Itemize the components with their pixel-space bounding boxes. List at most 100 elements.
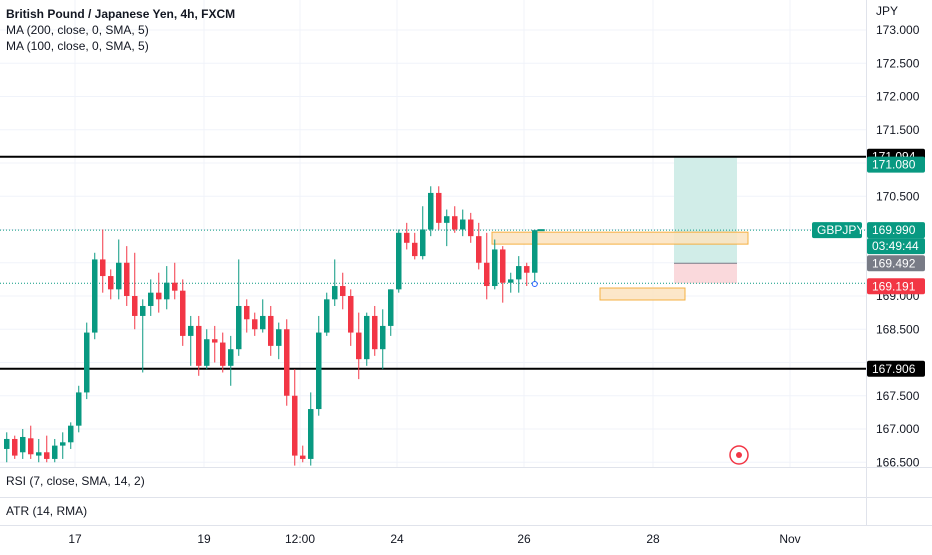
candle-42 [340,272,346,310]
candle-23 [188,315,194,366]
rsi-pane-label[interactable]: RSI (7, close, SMA, 14, 2) [6,474,145,488]
candle-47 [380,309,386,370]
candle-48 [388,289,394,336]
price-tick-3: 171.500 [876,123,920,137]
candle-body [412,242,418,257]
support-price-tag: 167.906 [867,360,925,377]
candle-body [404,232,410,243]
candle-24 [196,315,202,376]
candle-18 [148,279,154,316]
candle-6 [52,438,58,463]
time-label-2: 12:00 [285,532,315,546]
chart-legend[interactable]: British Pound / Japanese Yen, 4h, FXCM M… [6,6,235,54]
candle-body [444,216,450,223]
candle-body [308,409,314,459]
candle-body [484,262,490,287]
ma200-label[interactable]: MA (200, close, 0, SMA, 5) [6,23,149,37]
candle-body [268,315,274,346]
candle-14 [116,239,122,300]
candle-13 [108,269,114,300]
candle-body [124,262,130,296]
candle-54 [436,186,442,230]
candle-body [508,279,514,283]
candle-1 [12,435,18,459]
candle-body [468,219,474,237]
time-label-3: 24 [390,532,404,546]
candle-40 [324,292,330,336]
candle-45 [364,312,370,366]
symbol-name-tag: GBPJPY [812,222,864,239]
candle-8 [68,422,74,449]
candle-body [180,290,186,336]
support-price-tag-bg [867,360,925,377]
price-tick-2: 172.000 [876,90,920,104]
candle-body [492,249,498,287]
candle-body [372,315,378,350]
time-axis[interactable]: 17 19 12:00 24 26 28 Nov [68,532,800,546]
entry-price-tag-text: 169.492 [872,256,916,270]
price-tick-8: 167.000 [876,422,920,436]
candle-body [204,339,210,366]
horizontal-lines[interactable] [0,155,866,370]
price-tick-4: 170.500 [876,189,920,203]
candle-27 [220,332,226,373]
alert-target-icon [729,445,749,465]
candle-9 [76,385,82,433]
candle-body [380,325,386,350]
alert-dot [736,452,742,458]
candle-10 [84,322,90,400]
candle-body [172,282,178,291]
candle-body [4,438,10,449]
ma100-label[interactable]: MA (100, close, 0, SMA, 5) [6,39,149,53]
candle-26 [212,325,218,363]
candle-body [100,259,106,277]
candle-body [436,192,442,223]
candle-body [532,230,538,273]
candle-2 [20,429,26,459]
entry-price-tag-bg [867,255,925,272]
candle-body [324,299,330,333]
candle-22 [180,279,186,346]
candle-body [236,305,242,350]
countdown-tag-text: 03:49:44 [872,239,919,253]
candle-30 [244,299,250,333]
candle-body [500,249,506,283]
price-axis[interactable]: JPY 173.000 172.500 172.000 171.500 170.500 16… [876,4,920,469]
candle-body [420,229,426,257]
candle-31 [252,312,258,336]
symbol-name-tag-text: GBPJPY [817,223,864,237]
candle-19 [156,272,162,313]
candle-16 [132,252,138,330]
last-price-tag-bg [867,222,925,239]
time-label-1: 19 [197,532,211,546]
candle-21 [172,262,178,300]
drawing-zones[interactable] [491,157,749,301]
resistance-zone-box [491,231,749,245]
candle-43 [348,289,354,346]
candle-body [164,282,170,300]
candle-body [20,436,26,453]
candle-20 [164,266,170,310]
symbol-title[interactable]: British Pound / Japanese Yen, 4h, FXCM [6,7,236,21]
candle-29 [236,259,242,356]
candle-body [28,438,34,455]
candle-41 [332,259,338,306]
candle-52 [420,206,426,260]
candle-body [428,192,434,230]
candle-35 [284,319,290,406]
candle-body [36,452,42,456]
indicator-panes [0,0,932,526]
candle-body [260,315,266,330]
candle-body [148,292,154,306]
candles [4,186,538,466]
candle-4 [36,438,42,463]
candle-body [92,259,98,333]
candle-body [108,276,114,290]
candle-63 [508,272,514,293]
chart-overlays [531,229,749,465]
candle-body [140,305,146,316]
stop-price-tag-bg [867,278,925,295]
atr-pane-label[interactable]: ATR (14, RMA) [6,504,88,518]
